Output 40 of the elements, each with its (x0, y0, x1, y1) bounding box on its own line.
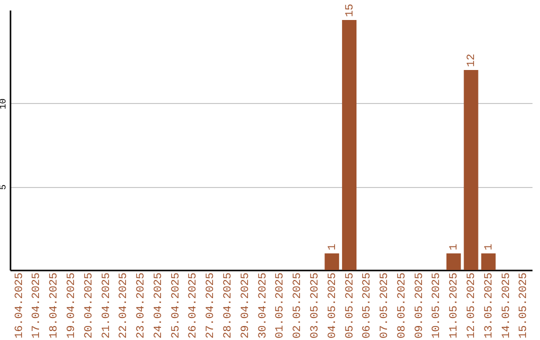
x-tick-label: 16.04.2025 (14, 272, 26, 339)
x-tick-label: 15.05.2025 (518, 272, 530, 339)
data-label: 1 (326, 243, 339, 250)
x-tick-label: 11.05.2025 (448, 272, 461, 339)
x-tick-label: 18.04.2025 (48, 272, 61, 339)
bar (324, 253, 340, 270)
x-tick-label: 14.05.2025 (500, 272, 513, 339)
x-tick-label: 30.04.2025 (257, 272, 270, 339)
x-tick-label: 10.05.2025 (431, 272, 444, 339)
x-tick-label: 13.05.2025 (483, 272, 496, 339)
x-tick-label: 20.04.2025 (83, 272, 96, 339)
x-tick-label: 25.04.2025 (170, 272, 182, 339)
x-tick-label: 09.05.2025 (414, 272, 426, 339)
x-tick-label: 26.04.2025 (188, 272, 200, 339)
data-label: 12 (466, 54, 478, 67)
x-tick-label: 12.05.2025 (466, 272, 478, 339)
bar (446, 253, 461, 270)
x-tick-label: 06.05.2025 (362, 272, 374, 339)
x-tick-label: 01.05.2025 (274, 272, 287, 339)
x-tick-label: 22.04.2025 (118, 272, 130, 339)
x-tick-label: 23.04.2025 (136, 272, 148, 339)
x-tick-label: 21.04.2025 (100, 272, 113, 339)
x-tick-label: 07.05.2025 (379, 272, 392, 339)
data-label: 1 (483, 243, 496, 250)
x-tick-label: 05.05.2025 (344, 272, 356, 339)
x-tick-label: 03.05.2025 (309, 272, 322, 339)
bar (342, 20, 356, 270)
x-tick-label: 28.04.2025 (222, 272, 235, 339)
x-tick-label: 19.04.2025 (66, 272, 78, 339)
data-label: 1 (448, 243, 461, 250)
bar (481, 253, 496, 270)
x-tick-label: 02.05.2025 (292, 272, 304, 339)
x-tick-label: 17.04.2025 (31, 272, 44, 339)
data-label: 15 (344, 4, 356, 17)
x-tick-label: 04.05.2025 (326, 272, 339, 339)
x-tick-label: 08.05.2025 (396, 272, 408, 339)
x-tick-label: 24.04.2025 (152, 272, 165, 339)
bar (464, 70, 478, 270)
x-tick-label: 29.04.2025 (240, 272, 252, 339)
x-tick-label: 27.04.2025 (205, 272, 218, 339)
